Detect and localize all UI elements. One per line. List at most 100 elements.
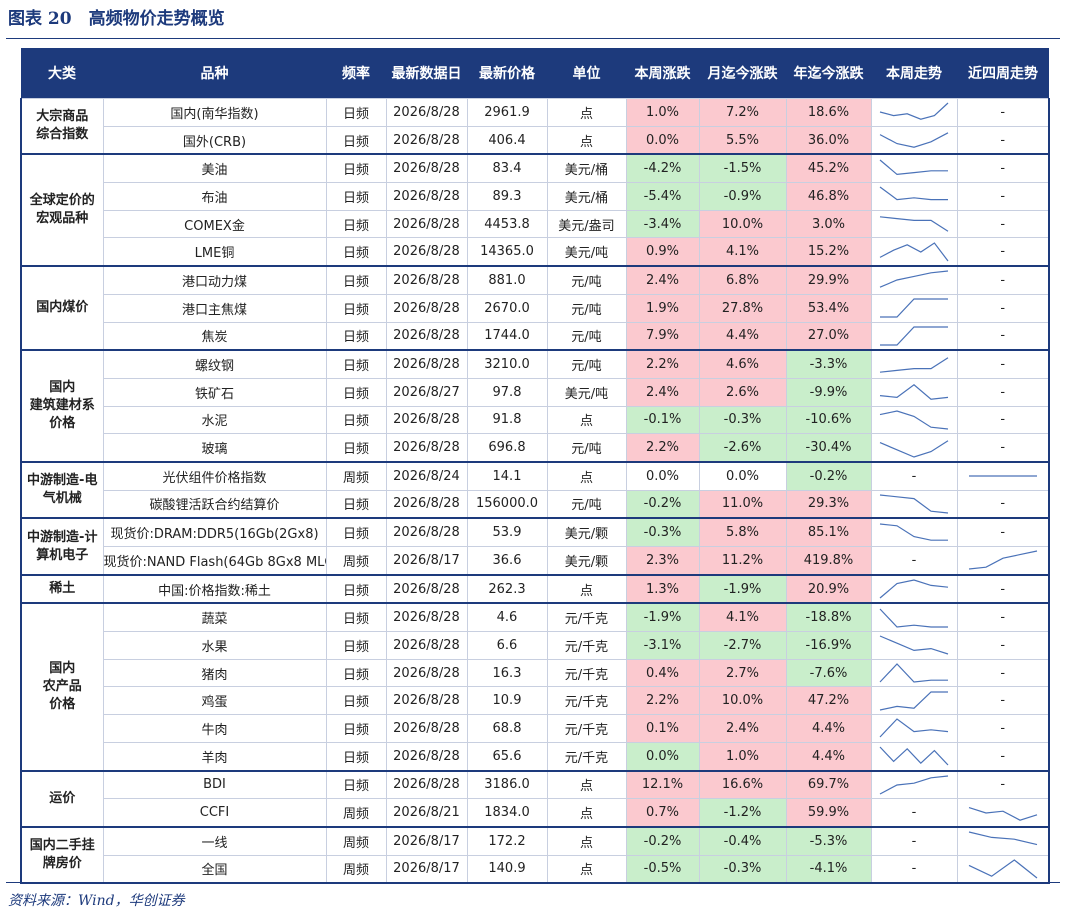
- cell-date: 2026/8/28: [385, 686, 468, 716]
- four-week-trend: -: [956, 182, 1050, 211]
- cell-month: 4.6%: [698, 349, 787, 379]
- sparkline-line: [879, 579, 949, 599]
- cell-year: 4.4%: [785, 714, 872, 743]
- cell-month: 5.5%: [698, 125, 787, 156]
- week-trend: [870, 293, 958, 323]
- cell-month: 10.0%: [698, 209, 787, 239]
- cell-month: 5.8%: [698, 517, 787, 548]
- sparkline-line: [879, 216, 949, 232]
- cell-freq: 日频: [325, 237, 387, 268]
- four-week-trend: -: [956, 349, 1050, 379]
- cell-year: -5.3%: [785, 826, 872, 856]
- cell-price: 140.9: [466, 854, 548, 885]
- cell-unit: 元/吨: [546, 293, 627, 323]
- cell-date: 2026/8/17: [385, 545, 468, 576]
- cell-name: 布油: [102, 182, 327, 211]
- cell-year: 3.0%: [785, 209, 872, 239]
- cell-week: -4.2%: [625, 153, 700, 184]
- four-week-trend: [956, 826, 1050, 856]
- cell-freq: 日频: [325, 714, 387, 743]
- cell-date: 2026/8/28: [385, 517, 468, 548]
- cell-name: 鸡蛋: [102, 686, 327, 716]
- cell-date: 2026/8/17: [385, 854, 468, 885]
- cell-freq: 周频: [325, 798, 387, 828]
- cell-freq: 日频: [325, 631, 387, 660]
- cell-year: 36.0%: [785, 125, 872, 156]
- cell-price: 172.2: [466, 826, 548, 856]
- cell-year: 18.6%: [785, 98, 872, 127]
- cell-year: 4.4%: [785, 741, 872, 772]
- cell-name: 螺纹钢: [102, 349, 327, 379]
- week-trend: -: [870, 854, 958, 885]
- week-trend: [870, 433, 958, 463]
- cell-freq: 日频: [325, 349, 387, 379]
- cell-price: 65.6: [466, 741, 548, 772]
- cell-freq: 日频: [325, 769, 387, 800]
- cell-price: 2961.9: [466, 98, 548, 127]
- cell-price: 2670.0: [466, 293, 548, 323]
- sparkline-line: [968, 806, 1037, 821]
- sparkline: [879, 410, 949, 430]
- four-week-trend: [956, 798, 1050, 828]
- sparkline: [879, 384, 949, 401]
- table-row: 碳酸锂活跃合约结算价 日频 2026/8/28 156000.0 元/吨 -0.2% 11.…: [21, 489, 1050, 520]
- cell-price: 3186.0: [466, 769, 548, 800]
- cell-price: 3210.0: [466, 349, 548, 379]
- cell-week: 0.9%: [625, 237, 700, 268]
- cell-freq: 周频: [325, 461, 387, 491]
- cell-date: 2026/8/27: [385, 377, 468, 407]
- group-label: 大宗商品 综合指数: [20, 98, 104, 156]
- cell-freq: 日频: [325, 433, 387, 463]
- header-cell: 最新价格: [467, 48, 547, 99]
- table-body: 大宗商品 综合指数 国内(南华指数) 日频 2026/8/28 2961.9 点 1.0% 7…: [20, 98, 1050, 885]
- cell-week: -0.2%: [625, 826, 700, 856]
- cell-price: 156000.0: [466, 489, 548, 520]
- cell-unit: 美元/吨: [546, 237, 627, 268]
- cell-week: 2.4%: [625, 377, 700, 407]
- cell-price: 91.8: [466, 405, 548, 435]
- week-trend: [870, 769, 958, 800]
- cell-freq: 日频: [325, 153, 387, 184]
- cell-week: -0.1%: [625, 405, 700, 435]
- sparkline-line: [879, 439, 949, 458]
- week-trend: [870, 686, 958, 716]
- cell-name: 水泥: [102, 405, 327, 435]
- cell-month: 11.2%: [698, 545, 787, 576]
- cell-week: -5.4%: [625, 182, 700, 211]
- cell-week: 0.0%: [625, 125, 700, 156]
- cell-unit: 元/千克: [546, 631, 627, 660]
- cell-month: -2.7%: [698, 631, 787, 660]
- cell-year: -18.8%: [785, 602, 872, 633]
- cell-year: -4.1%: [785, 854, 872, 885]
- week-trend: [870, 98, 958, 127]
- four-week-trend: -: [956, 631, 1050, 660]
- cell-freq: 日频: [325, 377, 387, 407]
- cell-name: BDI: [102, 769, 327, 800]
- four-week-trend: -: [956, 377, 1050, 407]
- sparkline: [879, 746, 949, 766]
- cell-name: 玻璃: [102, 433, 327, 463]
- cell-month: 2.4%: [698, 714, 787, 743]
- cell-unit: 点: [546, 769, 627, 800]
- sparkline-line: [879, 746, 949, 766]
- sparkline-line: [880, 326, 948, 346]
- table-row: 鸡蛋 日频 2026/8/28 10.9 元/千克 2.2% 10.0% 47.2% -: [21, 686, 1050, 716]
- cell-month: -1.5%: [698, 153, 787, 184]
- cell-unit: 点: [546, 405, 627, 435]
- cell-month: 1.0%: [698, 741, 787, 772]
- week-trend: [870, 517, 958, 548]
- cell-freq: 日频: [325, 658, 387, 688]
- sparkline-line: [879, 270, 949, 289]
- cell-name: 羊肉: [102, 741, 327, 772]
- cell-unit: 元/千克: [546, 714, 627, 743]
- source: 资料来源：Wind，华创证券: [8, 893, 185, 909]
- sparkline: [879, 102, 949, 121]
- sparkline: [879, 608, 948, 628]
- cell-freq: 日频: [325, 125, 387, 156]
- cell-price: 68.8: [466, 714, 548, 743]
- cell-name: 全国: [102, 854, 327, 885]
- cell-price: 1744.0: [466, 321, 548, 352]
- cell-year: -10.6%: [785, 405, 872, 435]
- table-row: 猪肉 日频 2026/8/28 16.3 元/千克 0.4% 2.7% -7.6% -: [21, 658, 1050, 688]
- cell-month: 7.2%: [698, 98, 787, 127]
